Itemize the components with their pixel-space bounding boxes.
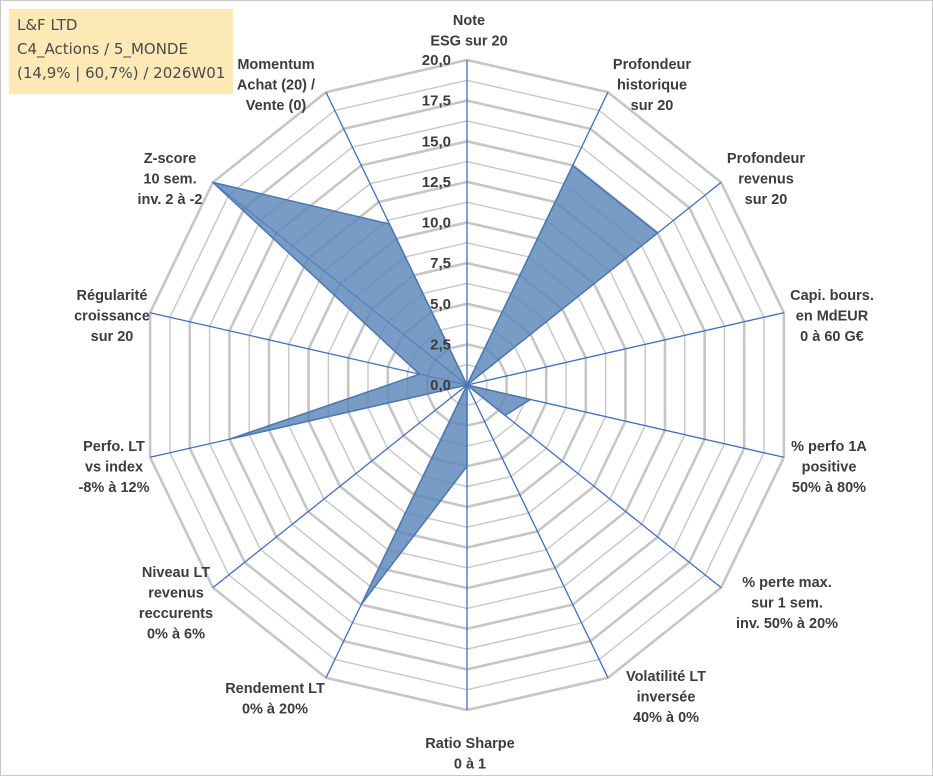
axis-label: Note <box>453 13 485 29</box>
axis-label: % perfo 1A <box>791 439 867 455</box>
axis-label: revenus <box>738 172 794 188</box>
axis-label: 40% à 0% <box>633 710 699 726</box>
axis-label: 0 à 1 <box>454 757 486 773</box>
axis-label: 0% à 20% <box>242 702 308 718</box>
axis-label: reccurents <box>139 606 213 622</box>
axis-label: Capi. bours. <box>790 288 874 304</box>
axis-label: Régularité <box>77 288 148 304</box>
axis-label: croissance <box>74 309 150 325</box>
axis-label: Perfo. LT <box>83 439 145 455</box>
axis-labels: Note ESG sur 20 Profondeur historique sur 20… <box>74 13 874 773</box>
axis-label: Vente (0) <box>246 98 307 114</box>
axis-label: Z-score <box>144 151 196 167</box>
axis-label: 0 à 60 G€ <box>800 329 864 345</box>
axis-spoke <box>466 384 609 679</box>
axis-label: positive <box>802 460 857 476</box>
axis-label: Niveau LT <box>142 565 210 581</box>
stats-label: (14,9% | 60,7%) / 2026W01 <box>17 64 226 82</box>
axis-label: Achat (20) / <box>237 78 315 94</box>
axis-label: ESG sur 20 <box>430 34 507 50</box>
tick-label: 10,0 <box>422 215 451 232</box>
axis-label: inv. 2 à -2 <box>137 192 202 208</box>
info-box: L&F LTD C4_Actions / 5_MONDE (14,9% | 60… <box>9 9 233 94</box>
tick-label: 12,5 <box>422 174 451 191</box>
tick-label: 0,0 <box>430 377 451 394</box>
axis-label: -8% à 12% <box>79 480 150 496</box>
axis-label: % perte max. <box>742 575 831 591</box>
axis-spoke <box>212 384 468 589</box>
tick-label: 17,5 <box>422 93 451 110</box>
axis-label: en MdEUR <box>796 309 869 325</box>
axis-label: Rendement LT <box>225 681 325 697</box>
axis-label: Momentum <box>237 57 314 73</box>
axis-spoke <box>466 384 722 589</box>
tick-label: 20,0 <box>422 52 451 69</box>
axis-label: 10 sem. <box>143 172 196 188</box>
axis-label: Profondeur <box>727 151 805 167</box>
axis-label: 0% à 6% <box>147 627 205 643</box>
axis-label: sur 20 <box>91 329 134 345</box>
company-name: L&F LTD <box>17 16 78 34</box>
axis-spoke <box>466 312 785 386</box>
tick-label: 5,0 <box>430 296 451 313</box>
axis-label: revenus <box>148 586 204 602</box>
tick-label: 2,5 <box>430 336 451 353</box>
axis-label: vs index <box>85 460 143 476</box>
axis-label: historique <box>617 78 687 94</box>
category-label: C4_Actions / 5_MONDE <box>17 40 188 58</box>
radial-tick-labels: 0,0 2,5 5,0 7,5 10,0 12,5 15,0 17,5 20,0 <box>422 52 451 394</box>
axis-label: sur 20 <box>745 192 788 208</box>
axis-label: Volatilité LT <box>626 669 706 685</box>
axis-label: Ratio Sharpe <box>425 736 514 752</box>
axis-spoke <box>149 312 468 386</box>
axis-label: 50% à 80% <box>792 480 866 496</box>
axis-label: Profondeur <box>613 57 691 73</box>
axis-label: inversée <box>637 690 696 706</box>
axis-label: sur 20 <box>631 98 674 114</box>
axis-label: inv. 50% à 20% <box>736 616 838 632</box>
tick-label: 15,0 <box>422 133 451 150</box>
tick-label: 7,5 <box>430 255 451 272</box>
axis-label: sur 1 sem. <box>751 596 823 612</box>
radar-series <box>212 164 659 606</box>
